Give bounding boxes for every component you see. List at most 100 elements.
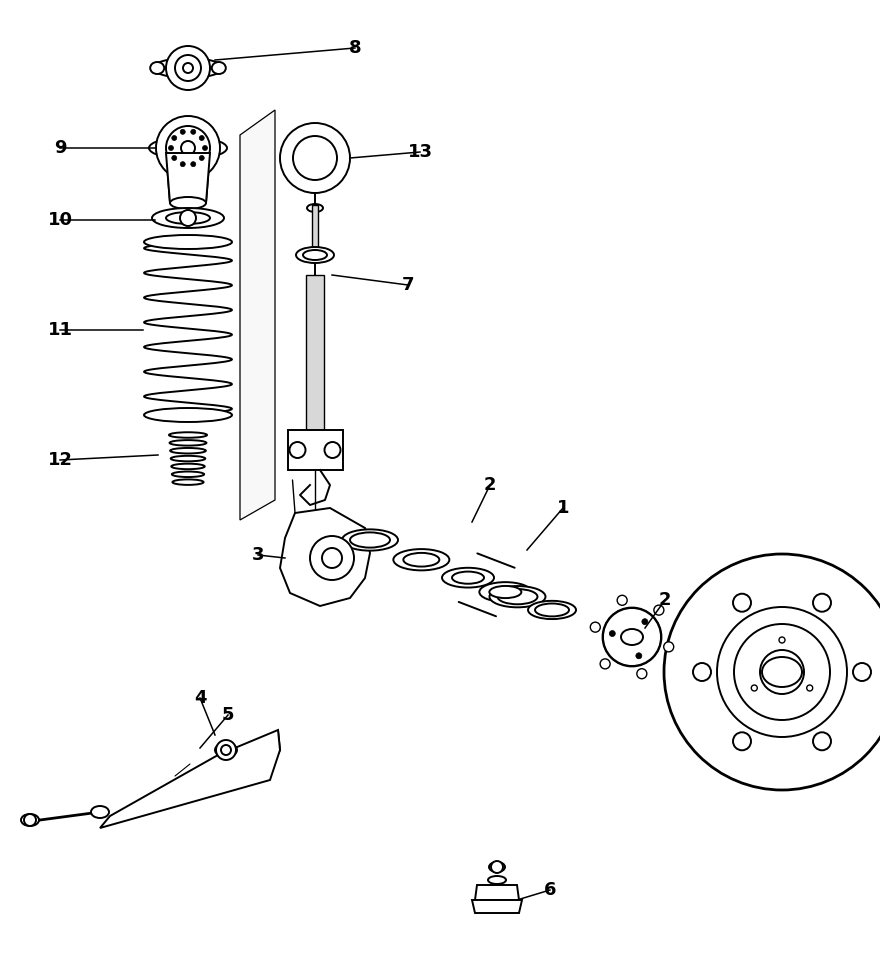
Circle shape — [609, 631, 615, 637]
Circle shape — [664, 641, 674, 652]
Text: 1: 1 — [557, 499, 569, 517]
Circle shape — [310, 536, 354, 580]
Ellipse shape — [489, 586, 521, 598]
Text: 12: 12 — [48, 451, 72, 469]
Circle shape — [654, 605, 664, 615]
Ellipse shape — [488, 876, 506, 884]
Polygon shape — [270, 730, 280, 767]
Circle shape — [199, 135, 204, 140]
Polygon shape — [100, 730, 280, 828]
Text: 10: 10 — [48, 211, 72, 229]
Ellipse shape — [489, 586, 546, 608]
Circle shape — [807, 685, 813, 691]
Circle shape — [290, 442, 305, 458]
Ellipse shape — [621, 629, 643, 645]
Polygon shape — [312, 205, 318, 255]
Circle shape — [175, 55, 201, 81]
Text: 4: 4 — [194, 689, 206, 707]
Circle shape — [172, 156, 177, 160]
Ellipse shape — [91, 806, 109, 818]
Ellipse shape — [170, 448, 206, 453]
Circle shape — [600, 659, 610, 668]
Circle shape — [221, 745, 231, 755]
Circle shape — [180, 210, 196, 226]
Ellipse shape — [152, 208, 224, 228]
Circle shape — [216, 740, 236, 760]
Polygon shape — [288, 430, 342, 470]
Ellipse shape — [303, 250, 327, 260]
Text: 7: 7 — [402, 276, 414, 294]
Circle shape — [734, 624, 830, 720]
Circle shape — [199, 156, 204, 160]
Ellipse shape — [166, 212, 210, 224]
Ellipse shape — [393, 549, 450, 570]
Circle shape — [813, 594, 831, 611]
Ellipse shape — [442, 568, 494, 587]
Circle shape — [813, 732, 831, 751]
Circle shape — [760, 650, 804, 694]
Circle shape — [693, 663, 711, 681]
Ellipse shape — [170, 197, 206, 209]
Circle shape — [24, 814, 36, 826]
Polygon shape — [472, 900, 522, 913]
Circle shape — [779, 637, 785, 643]
Ellipse shape — [452, 572, 484, 583]
Text: 9: 9 — [54, 139, 66, 157]
Circle shape — [491, 861, 503, 873]
Text: 13: 13 — [407, 143, 432, 161]
Ellipse shape — [497, 589, 538, 605]
Polygon shape — [475, 885, 519, 900]
Text: 2: 2 — [484, 476, 496, 494]
Circle shape — [325, 442, 341, 458]
Circle shape — [180, 129, 186, 134]
Text: 2: 2 — [659, 591, 671, 609]
Circle shape — [642, 618, 648, 625]
Circle shape — [752, 685, 758, 691]
Circle shape — [322, 548, 342, 568]
Ellipse shape — [144, 235, 232, 249]
Circle shape — [183, 63, 193, 73]
Ellipse shape — [350, 532, 390, 548]
Circle shape — [202, 146, 208, 151]
Ellipse shape — [762, 657, 802, 687]
Ellipse shape — [144, 408, 232, 422]
Circle shape — [156, 116, 220, 180]
Circle shape — [733, 594, 751, 611]
Circle shape — [180, 161, 186, 167]
Circle shape — [617, 595, 627, 606]
Ellipse shape — [603, 608, 661, 666]
Text: 6: 6 — [544, 881, 556, 899]
Circle shape — [590, 622, 600, 632]
Ellipse shape — [172, 479, 203, 485]
Circle shape — [191, 161, 195, 167]
Polygon shape — [280, 508, 370, 606]
Ellipse shape — [535, 604, 569, 616]
Polygon shape — [306, 275, 324, 430]
Circle shape — [181, 141, 195, 155]
Circle shape — [637, 668, 647, 679]
Circle shape — [280, 123, 350, 193]
Circle shape — [293, 136, 337, 180]
Ellipse shape — [172, 464, 205, 469]
Circle shape — [733, 732, 751, 751]
Text: 5: 5 — [222, 706, 234, 724]
Ellipse shape — [170, 440, 207, 445]
Text: 11: 11 — [48, 321, 72, 339]
Ellipse shape — [342, 529, 398, 551]
Ellipse shape — [489, 862, 505, 872]
Ellipse shape — [480, 582, 532, 602]
Ellipse shape — [153, 58, 223, 78]
Circle shape — [172, 135, 177, 140]
Polygon shape — [240, 110, 275, 520]
Circle shape — [603, 608, 661, 666]
Ellipse shape — [307, 204, 323, 212]
Polygon shape — [166, 153, 210, 203]
Text: 8: 8 — [348, 39, 362, 57]
Circle shape — [636, 653, 642, 659]
Ellipse shape — [171, 456, 205, 462]
Ellipse shape — [21, 814, 39, 826]
Circle shape — [166, 126, 210, 170]
Ellipse shape — [215, 743, 237, 757]
Circle shape — [853, 663, 871, 681]
Circle shape — [664, 554, 880, 790]
